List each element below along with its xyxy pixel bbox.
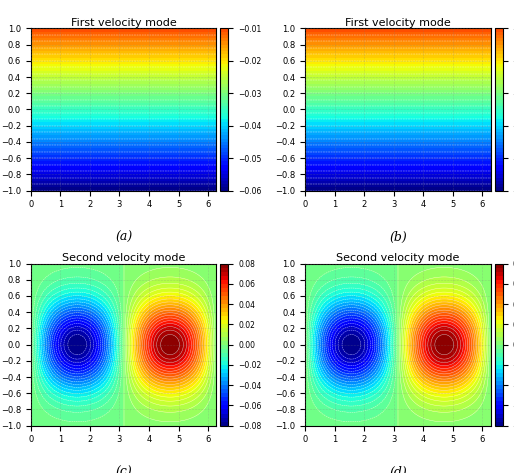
Text: (d): (d) bbox=[389, 466, 407, 473]
Text: (c): (c) bbox=[115, 466, 132, 473]
Title: Second velocity mode: Second velocity mode bbox=[62, 253, 186, 263]
Text: (b): (b) bbox=[389, 231, 407, 244]
Title: First velocity mode: First velocity mode bbox=[345, 18, 451, 27]
Title: First velocity mode: First velocity mode bbox=[71, 18, 176, 27]
Title: Second velocity mode: Second velocity mode bbox=[336, 253, 460, 263]
Text: (a): (a) bbox=[115, 231, 132, 244]
